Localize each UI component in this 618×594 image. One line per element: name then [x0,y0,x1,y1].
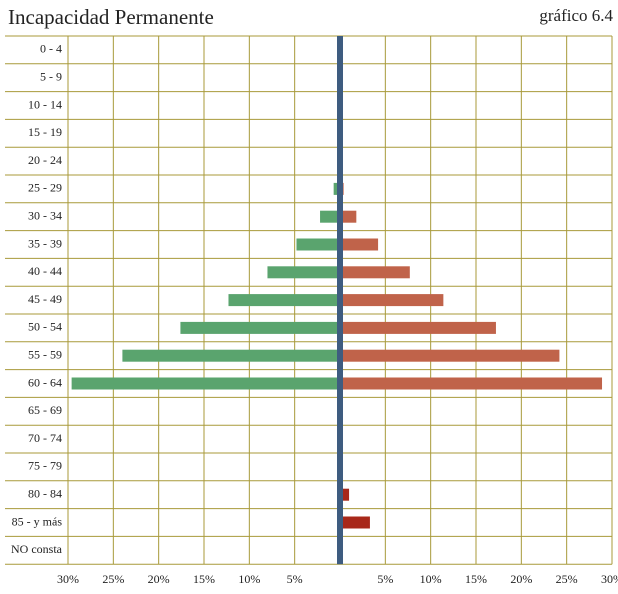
y-tick-label: 15 - 19 [28,125,62,139]
bar [340,349,560,362]
bar [340,210,357,223]
bar [340,377,603,390]
x-tick-label: 20% [510,572,532,586]
x-tick-label: 5% [377,572,393,586]
y-tick-label: 55 - 59 [28,347,62,361]
x-tick-label: 30% [601,572,618,586]
bar [71,377,341,390]
x-tick-label: 25% [102,572,124,586]
y-tick-label: 85 - y más [12,514,63,528]
y-tick-label: 45 - 49 [28,292,62,306]
y-tick-label: 35 - 39 [28,236,62,250]
y-tick-label: 5 - 9 [40,69,62,83]
bar [340,294,444,307]
bar [340,238,379,251]
y-tick-label: 50 - 54 [28,320,62,334]
bar [340,321,496,334]
y-tick-label: 60 - 64 [28,375,62,389]
x-tick-label: 10% [238,572,260,586]
chart-subtitle: gráfico 6.4 [539,6,613,25]
bar [340,516,370,529]
y-tick-label: 25 - 29 [28,181,62,195]
x-tick-label: 30% [57,572,79,586]
bar [333,182,340,195]
bar [340,266,410,279]
x-tick-label: 10% [420,572,442,586]
x-tick-label: 15% [193,572,215,586]
chart-title: Incapacidad Permanente [8,5,214,29]
y-tick-label: 80 - 84 [28,486,62,500]
bar [267,266,340,279]
bar [296,238,340,251]
y-tick-label: 30 - 34 [28,208,62,222]
x-tick-label: 25% [556,572,578,586]
y-tick-label: 0 - 4 [40,42,62,56]
y-tick-label: 10 - 14 [28,97,62,111]
bar [180,321,340,334]
y-tick-label: 65 - 69 [28,403,62,417]
bar [122,349,341,362]
y-tick-label: 70 - 74 [28,431,62,445]
center-axis [337,36,343,565]
y-tick-label: NO consta [11,542,63,556]
x-tick-label: 15% [465,572,487,586]
bar [340,488,350,501]
x-tick-label: 20% [148,572,170,586]
y-tick-label: 20 - 24 [28,153,62,167]
x-tick-label: 5% [287,572,303,586]
y-tick-label: 40 - 44 [28,264,62,278]
bar [228,294,340,307]
bar [320,210,340,223]
y-tick-label: 75 - 79 [28,459,62,473]
